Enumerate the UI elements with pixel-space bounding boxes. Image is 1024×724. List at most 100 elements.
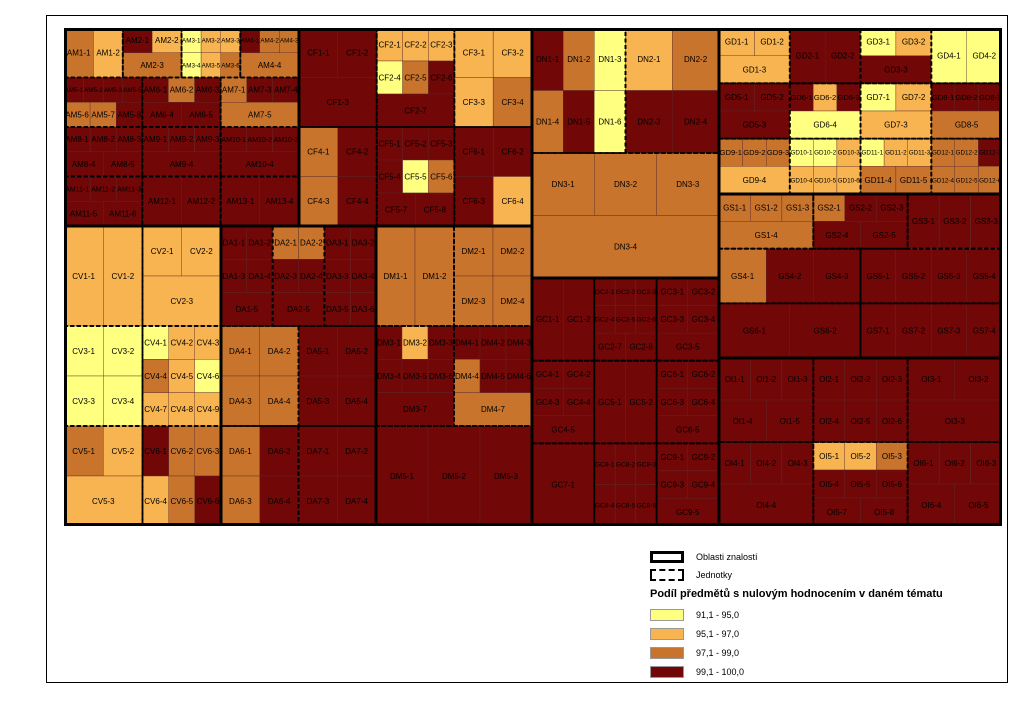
- topic-cell: [718, 110, 791, 139]
- topic-cell: [64, 425, 104, 477]
- topic-label: DM3-1: [377, 339, 402, 348]
- unit-boundary: [141, 425, 222, 526]
- topic-cell: [103, 325, 143, 377]
- treemap-chart: AM1-1 AM1-2 AM2-1 AM2-2 AM2-3 AM3-1 AM3-2 AM3-3…: [64, 28, 1002, 526]
- topic-cell: [493, 77, 533, 128]
- topic-cell: [453, 392, 533, 427]
- topic-label: AM3-5: [202, 62, 221, 69]
- topic-cell: [718, 55, 791, 84]
- topic-cell: [375, 325, 403, 360]
- topic-label: AM6-2: [170, 86, 194, 95]
- topic-label: DM2-2: [500, 247, 525, 256]
- topic-cell: [194, 425, 222, 477]
- topic-label: CV4-2: [170, 339, 193, 348]
- topic-label: GD12-6: [979, 177, 1002, 184]
- topic-label: GC9-5: [676, 508, 700, 517]
- topic-label: GC6-2: [692, 370, 716, 379]
- legend-color-swatch: [650, 609, 684, 621]
- treemap-outline: [64, 28, 1002, 526]
- topic-label: DA2-3: [274, 272, 297, 281]
- topic-label: GC9-4: [692, 481, 716, 490]
- topic-label: CF6-1: [463, 148, 486, 157]
- topic-label: DA3-3: [326, 272, 349, 281]
- topic-label: AM13-1: [226, 197, 255, 206]
- topic-cell: [427, 325, 455, 360]
- topic-label: GS5-4: [973, 272, 997, 281]
- topic-cell: [298, 77, 377, 128]
- topic-label: CF1-2: [346, 49, 369, 58]
- legend-label: 95,1 - 97,0: [696, 629, 740, 639]
- topic-label: GD12-4: [932, 177, 955, 184]
- topic-label: GC9-3: [661, 481, 685, 490]
- topic-label: OI2-5: [850, 417, 871, 426]
- unit-boundary: [64, 175, 144, 227]
- topic-label: GC1-2: [567, 315, 591, 324]
- topic-label: DA1-1: [223, 239, 246, 248]
- topic-cell: [594, 28, 626, 91]
- topic-label: GC8-1: [595, 461, 615, 468]
- topic-label: DN3-1: [552, 180, 576, 189]
- topic-cell: [454, 77, 494, 128]
- topic-label: DA1-2: [248, 239, 271, 248]
- topic-label: GS7-4: [973, 327, 997, 336]
- area-boundary: [717, 356, 1002, 526]
- topic-label: GS5-1: [867, 272, 891, 281]
- topic-label: AM12-2: [187, 197, 216, 206]
- topic-cell: [931, 303, 967, 359]
- topic-label: OI6-3: [976, 459, 997, 468]
- topic-cell: [337, 176, 377, 227]
- topic-cell: [656, 388, 689, 417]
- topic-label: GD5-1: [725, 93, 749, 102]
- topic-cell: [718, 483, 814, 526]
- topic-cell: [754, 28, 791, 56]
- topic-label: AM3-3: [221, 38, 240, 45]
- unit-boundary: [64, 126, 144, 178]
- topic-label: DN2-1: [637, 55, 661, 64]
- unit-boundary: [593, 277, 658, 362]
- topic-cell: [298, 325, 338, 377]
- topic-label: GD11-2: [885, 150, 907, 157]
- legend-class-3: 97,1 - 99,0: [650, 646, 739, 660]
- topic-label: DN1-3: [598, 55, 622, 64]
- topic-label: DN3-4: [614, 243, 638, 252]
- topic-cell: [860, 28, 897, 56]
- topic-label: DA5-1: [307, 347, 330, 356]
- topic-cell: [64, 225, 104, 327]
- topic-label: DM1-1: [383, 272, 408, 281]
- topic-label: GS2-4: [825, 231, 849, 240]
- topic-label: GD8-2: [955, 93, 977, 102]
- topic-cell: [428, 60, 455, 95]
- topic-label: CV2-1: [151, 247, 174, 256]
- topic-label: DA3-2: [352, 239, 375, 248]
- topic-cell: [427, 425, 481, 526]
- topic-label: GC3-2: [692, 288, 716, 297]
- topic-label: DA2-4: [300, 272, 323, 281]
- unit-boundary: [219, 175, 300, 227]
- topic-label: AM11-1: [65, 186, 89, 193]
- topic-cell: [789, 28, 826, 84]
- topic-label: AM2-1: [126, 36, 150, 45]
- topic-cell: [531, 215, 720, 279]
- topic-label: GD1-2: [760, 38, 784, 47]
- topic-label: OI5-2: [850, 452, 871, 461]
- topic-cell: [350, 225, 377, 260]
- topic-label: GS1-1: [723, 204, 747, 213]
- unit-boundary: [219, 76, 300, 128]
- topic-cell: [402, 60, 429, 95]
- topic-label: CF5-2: [404, 139, 427, 148]
- topic-cell: [64, 151, 104, 177]
- topic-label: GD11-5: [900, 176, 928, 185]
- topic-cell: [594, 360, 626, 444]
- topic-cell: [428, 159, 455, 194]
- topic-cell: [966, 303, 1002, 359]
- topic-label: GS7-3: [937, 327, 961, 336]
- topic-label: OI1-1: [725, 375, 746, 384]
- unit-boundary: [141, 76, 222, 128]
- topic-label: AM8-2: [91, 135, 115, 144]
- topic-label: GD10-2: [814, 150, 837, 157]
- topic-label: AM9-2: [170, 135, 194, 144]
- topic-label: AM7-4: [274, 86, 298, 95]
- topic-cell: [563, 388, 595, 417]
- topic-label: AM8-4: [72, 160, 96, 169]
- topic-label: GC3-3: [661, 315, 685, 324]
